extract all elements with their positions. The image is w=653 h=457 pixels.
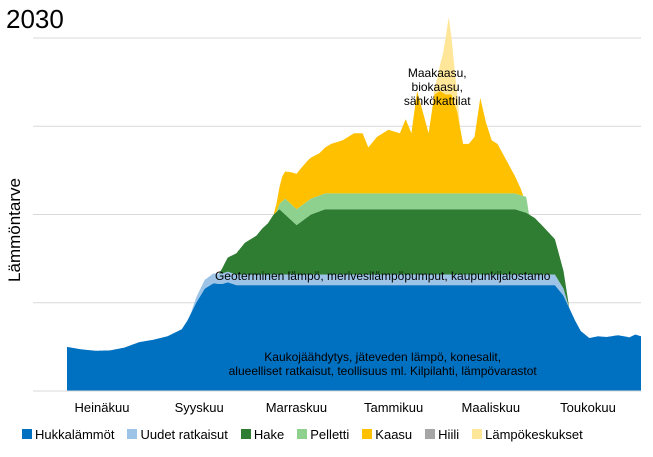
- area-series-2: [67, 209, 641, 351]
- legend-swatch: [472, 429, 483, 439]
- legend-swatch: [297, 429, 308, 439]
- area-series-0: [67, 282, 641, 391]
- legend-swatch: [240, 429, 251, 439]
- annotation-line: Geoterminen lämpö, merivesilämpöpumput, …: [215, 269, 551, 283]
- legend-label: Uudet ratkaisut: [140, 426, 228, 442]
- legend-item: Hukkalämmöt: [22, 427, 114, 442]
- annotation-line: Kaukojäähdytys, jäteveden lämpö, konesal…: [264, 350, 501, 364]
- legend-swatch: [127, 429, 138, 439]
- annotation-line: sähkökattilat: [404, 94, 471, 108]
- legend-item: Hiili: [425, 427, 459, 442]
- x-axis: Heinäkuu Syyskuu Marraskuu Tammikuu Maalisku…: [33, 390, 641, 415]
- annotation-line: Maakaasu,: [408, 66, 467, 80]
- x-tick-label: Toukokuu: [560, 400, 616, 415]
- annotation-line: biokaasu,: [412, 80, 463, 94]
- x-tick-label: Maaliskuu: [462, 400, 521, 415]
- legend-item: Hake: [240, 426, 285, 442]
- legend-swatch: [425, 429, 436, 439]
- legend-label: Lämpökeskukset: [485, 426, 583, 442]
- area-series-4: [67, 90, 641, 351]
- legend-label: Pelletti: [310, 426, 350, 442]
- legend-item: Pelletti: [297, 427, 349, 442]
- x-tick-label: Syyskuu: [175, 400, 224, 415]
- x-tick-label: Tammikuu: [364, 400, 423, 415]
- x-tick-label: Marraskuu: [266, 400, 327, 415]
- x-tick-label: Heinäkuu: [75, 400, 130, 415]
- legend-label: Kaasu: [375, 426, 413, 442]
- legend-label: Hake: [253, 426, 285, 442]
- area-series-group: [67, 16, 641, 391]
- legend-item: Uudet ratkaisut: [127, 426, 228, 442]
- stacked-area-chart: Heinäkuu Syyskuu Marraskuu Tammikuu Maalisku…: [33, 16, 641, 415]
- annotations: Maakaasu,biokaasu,sähkökattilat Geotermin…: [215, 66, 551, 378]
- legend-label: Hukkalämmöt: [35, 426, 115, 442]
- chart-title: 2030: [6, 4, 64, 34]
- legend-item: Kaasu: [362, 427, 412, 442]
- legend-label: Hiili: [438, 426, 460, 442]
- annotation-line: alueelliset ratkaisut, teollisuus ml. Ki…: [229, 364, 538, 378]
- legend-item: Lämpökeskukset: [472, 427, 583, 442]
- legend: Hukkalämmöt Uudet ratkaisut Hake Pelletti Ka…: [22, 424, 583, 444]
- legend-swatch: [22, 429, 32, 439]
- legend-swatch: [362, 429, 373, 439]
